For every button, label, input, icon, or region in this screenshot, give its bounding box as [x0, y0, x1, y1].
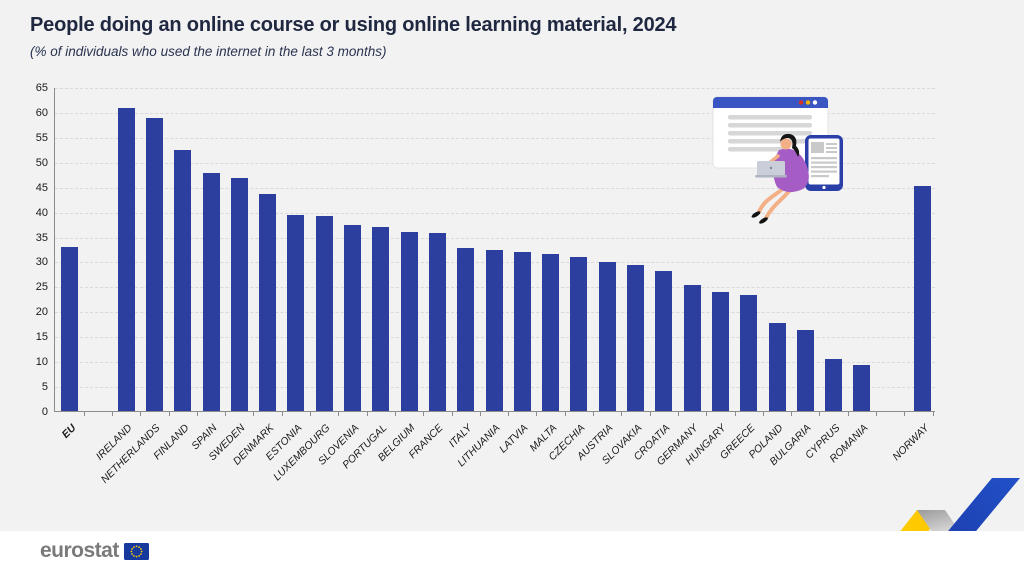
bar-malta [542, 253, 560, 411]
bar-poland [768, 322, 786, 411]
bar-spain [202, 173, 220, 411]
browser-window-icon [712, 96, 829, 169]
y-axis-tick-label: 25 [35, 281, 48, 294]
y-axis-tick-label: 0 [41, 406, 48, 418]
bar-bulgaria [796, 330, 814, 411]
x-axis-tick [451, 411, 453, 416]
y-axis-tick-label: 30 [35, 256, 48, 269]
footer-bar: eurostat [0, 531, 1024, 576]
eurostat-logo-text: eurostat [40, 539, 119, 562]
bar-luxembourg [315, 215, 333, 411]
y-axis-tick-label: 45 [35, 181, 48, 194]
x-axis-tick [819, 411, 821, 416]
bar-sweden [230, 177, 248, 411]
x-axis-tick [762, 411, 764, 416]
bar-denmark [259, 193, 277, 411]
bar-slovakia [627, 265, 644, 411]
x-axis-tick [366, 411, 368, 416]
x-axis-tick [734, 411, 736, 416]
bar-croatia [655, 270, 673, 411]
x-axis-tick [876, 411, 878, 416]
eu-flag-stars [130, 545, 143, 557]
y-axis-tick-label: 15 [35, 331, 48, 344]
online-learning-illustration [712, 96, 843, 224]
gridline-55 [55, 137, 935, 139]
plot-area: EU IRELAND NETHERLANDS FINLAND SPAIN SWEDEN DE… [54, 88, 935, 486]
bar-estonia [287, 214, 305, 411]
x-axis-tick [621, 411, 623, 416]
x-axis-tick [706, 411, 708, 416]
bar-slovenia [344, 225, 361, 411]
y-axis-tick-label: 5 [41, 381, 48, 394]
bar-italy [457, 248, 475, 411]
bar-lithuania [485, 249, 503, 411]
bar-romania [853, 364, 871, 411]
x-axis-tick [394, 411, 396, 416]
x-axis-tick [338, 411, 340, 416]
gridline-35 [55, 237, 935, 239]
x-axis-tick [310, 411, 312, 416]
x-axis-tick [847, 411, 849, 416]
gridline-45 [55, 187, 935, 189]
x-axis-tick [111, 411, 113, 416]
y-axis-tick-label: 10 [35, 356, 48, 369]
y-axis-tick-label: 40 [35, 206, 48, 219]
bar-finland [174, 150, 192, 411]
x-axis-tick [423, 411, 425, 416]
eu-flag-icon [123, 542, 149, 560]
x-axis-tick [564, 411, 566, 416]
x-axis-tick [791, 411, 793, 416]
chart-title: People doing an online course or using o… [30, 14, 677, 36]
woman-with-laptop-icon [751, 133, 809, 224]
x-axis-tick [593, 411, 595, 416]
x-axis-tick [281, 411, 283, 416]
y-axis-tick-label: 60 [35, 106, 48, 119]
eurostat-logo: eurostat [40, 539, 149, 563]
bar-czechia [570, 256, 588, 411]
x-axis-tick [196, 411, 198, 416]
y-axis-tick-label: 35 [35, 231, 48, 244]
x-axis-tick [649, 411, 651, 416]
bar-germany [683, 284, 701, 411]
tablet-icon [805, 135, 843, 191]
y-axis-tick-label: 55 [35, 131, 48, 144]
gridline-60 [55, 112, 935, 114]
y-axis-tick-label: 20 [35, 306, 48, 319]
x-axis-tick [932, 411, 934, 416]
bar-hungary [711, 292, 729, 411]
bar-cyprus [825, 359, 843, 411]
bar-latvia [513, 251, 531, 411]
x-axis-tick [536, 411, 538, 416]
x-axis-tick [225, 411, 227, 416]
bar-belgium [400, 231, 418, 411]
bar-austria [598, 262, 616, 411]
x-axis-tick [83, 411, 85, 416]
x-axis-tick [140, 411, 142, 416]
bar-norway [914, 185, 932, 411]
x-axis-tick [253, 411, 255, 416]
y-axis-tick-label: 65 [35, 82, 48, 94]
chart-subtitle: (% of individuals who used the internet … [30, 44, 387, 59]
bar-eu [61, 246, 78, 411]
bar-ireland [117, 107, 135, 411]
x-axis-tick [904, 411, 906, 416]
bar-netherlands [145, 117, 163, 411]
x-axis-tick [677, 411, 679, 416]
y-axis-tick-label: 50 [35, 156, 48, 169]
bar-greece [740, 294, 758, 411]
x-axis-tick [508, 411, 510, 416]
gridline-50 [55, 162, 935, 164]
bar-france [428, 233, 446, 411]
bar-portugal [372, 227, 390, 411]
x-axis-tick [168, 411, 170, 416]
gridline-65 [55, 88, 935, 89]
gridline-40 [55, 212, 935, 214]
x-axis-tick [479, 411, 481, 416]
